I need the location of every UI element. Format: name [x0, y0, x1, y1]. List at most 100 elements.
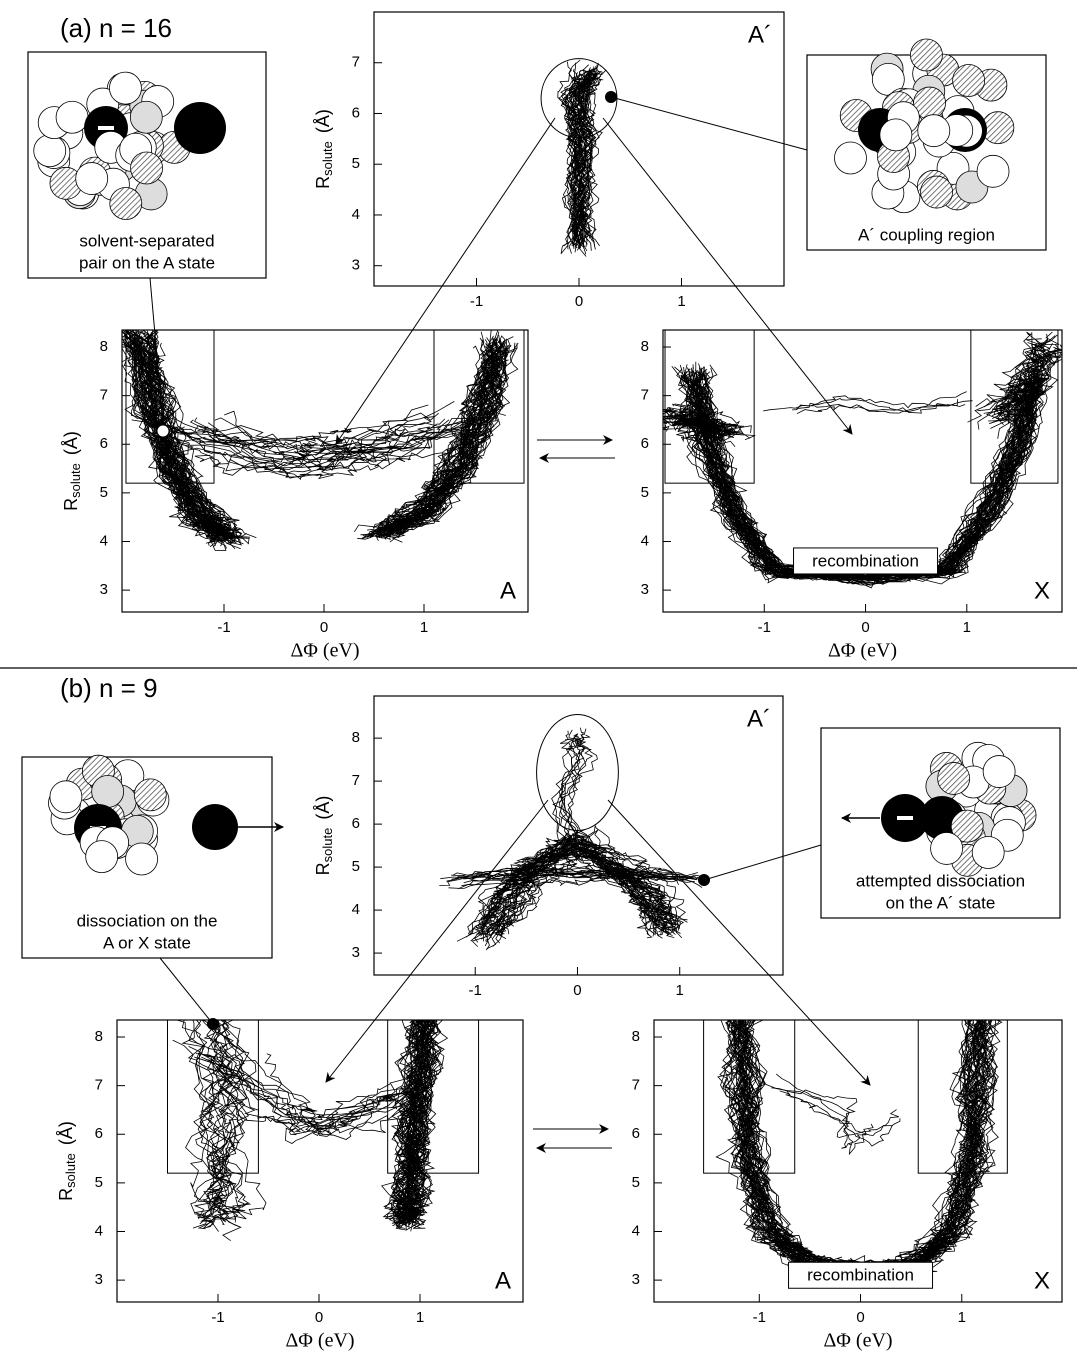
trajectories: [557, 59, 607, 257]
trajectory: [680, 370, 1047, 584]
y-label-subscript: solute: [68, 463, 83, 498]
inset-text: on the A´ state: [886, 893, 996, 912]
solvent-atom: [109, 71, 142, 105]
connector: [602, 117, 853, 435]
y-tick-label: 3: [352, 257, 360, 274]
trajectory: [569, 74, 588, 246]
trajectory: [1019, 339, 1057, 422]
trajectory: [396, 349, 509, 533]
trajectory: [144, 336, 217, 544]
connector: [325, 799, 549, 1083]
trajectory: [491, 837, 663, 947]
trajectory: [691, 373, 1037, 577]
plot-frame: [373, 695, 784, 976]
trajectory: [484, 851, 654, 947]
y-axis-label: Rsolute (Å): [56, 1121, 79, 1201]
x-axis-label: ΔΦ (eV): [285, 1330, 354, 1351]
trajectories: [122, 330, 519, 551]
trajectory: [181, 1020, 249, 1220]
x-tick-label: 0: [573, 982, 581, 999]
trajectory: [380, 1020, 421, 1228]
trajectory: [131, 404, 429, 460]
solvent-atom: [55, 100, 89, 134]
trajectory: [563, 727, 587, 856]
trajectory: [457, 865, 696, 890]
x-tick-label: -1: [217, 619, 230, 636]
y-axis-label: Rsolute (Å): [61, 431, 84, 511]
trajectory: [188, 1046, 412, 1136]
ion: [192, 804, 238, 850]
connector: [159, 957, 214, 1025]
marker-dot: [698, 874, 710, 886]
trajectory: [133, 335, 230, 547]
x-tick-label: -1: [758, 619, 771, 636]
y-label-unit: (Å): [56, 1121, 76, 1145]
trajectory: [396, 1020, 422, 1229]
y-tick-label: 7: [632, 1077, 640, 1094]
y-tick-label: 7: [641, 387, 649, 404]
trajectory: [201, 1056, 421, 1132]
state-label: X: [1034, 1267, 1050, 1294]
y-tick-label: 3: [95, 1271, 103, 1288]
trajectory: [189, 419, 485, 464]
annotation: recombination: [812, 551, 919, 570]
trajectory: [187, 1020, 225, 1216]
x-tick-label: 0: [320, 619, 328, 636]
trajectory: [455, 869, 699, 881]
solvent-atom: [49, 780, 83, 814]
solvent-atom: [130, 151, 163, 185]
trajectory: [999, 338, 1054, 415]
trajectory: [125, 330, 257, 539]
x-tick-label: 1: [416, 1309, 424, 1326]
y-tick-label: 7: [352, 54, 360, 71]
trajectories: [715, 1020, 1003, 1283]
x-tick-label: 1: [676, 982, 684, 999]
y-tick-label: 5: [100, 484, 108, 501]
state-label: A´: [748, 21, 772, 48]
annotation-box: [793, 547, 939, 575]
y-tick-label: 4: [352, 901, 360, 918]
solvent-atom: [937, 762, 971, 795]
trajectory: [468, 839, 668, 936]
y-label-subscript: solute: [63, 1153, 78, 1188]
plot-frame: [116, 1019, 524, 1303]
y-tick-label: 8: [352, 729, 360, 746]
trajectory: [796, 399, 958, 415]
trajectory: [392, 1020, 434, 1224]
trajectory: [389, 339, 497, 540]
trajectory: [175, 1020, 244, 1228]
trajectory: [130, 338, 237, 543]
y-tick-label: 6: [352, 815, 360, 832]
solvent-atom: [85, 840, 119, 874]
y-tick-label: 3: [632, 1271, 640, 1288]
trajectory: [691, 370, 1044, 581]
plot-frame: [662, 329, 1063, 613]
inset-text: solvent-separated: [79, 231, 214, 250]
y-label-subscript: solute: [320, 141, 335, 176]
y-tick-label: 6: [641, 435, 649, 452]
trajectory: [410, 1020, 436, 1222]
trajectory: [570, 62, 595, 247]
trajectory: [471, 867, 676, 879]
trajectory: [680, 375, 1044, 577]
trajectory: [195, 1053, 421, 1137]
y-tick-label: 5: [632, 1174, 640, 1191]
x-tick-label: -1: [470, 293, 483, 310]
trajectory: [143, 339, 241, 544]
trajectory: [392, 1020, 422, 1220]
trajectory: [172, 1039, 391, 1127]
y-tick-label: 6: [632, 1125, 640, 1142]
y-label-unit: (Å): [61, 431, 81, 455]
trajectory: [571, 72, 597, 240]
marker-dot: [207, 1018, 219, 1030]
y-label-unit: (Å): [313, 796, 333, 820]
y-tick-label: 7: [352, 772, 360, 789]
y-tick-label: 8: [641, 338, 649, 355]
y-label-symbol: R: [313, 176, 333, 189]
trajectory: [776, 1073, 867, 1149]
trajectory: [207, 416, 434, 473]
trajectory: [795, 397, 966, 410]
solvent-atom: [917, 114, 951, 148]
x-axis-label: ΔΦ (eV): [823, 1330, 892, 1351]
